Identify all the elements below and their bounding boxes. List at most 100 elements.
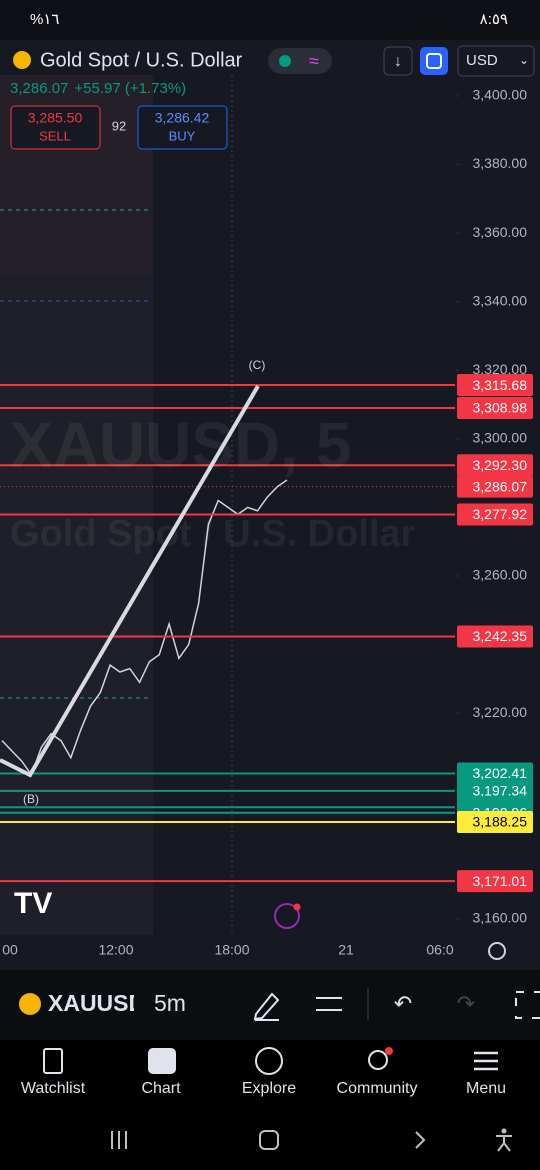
bottom-nav xyxy=(0,1040,540,1120)
price-level-tag xyxy=(457,503,533,526)
undo-button[interactable]: ↶ xyxy=(394,991,412,1016)
y-tick-label: 3,220.00 xyxy=(473,704,528,720)
price-line: 3,286.07 +55.97 (+1.73%) xyxy=(10,80,186,97)
menu-icon xyxy=(474,1051,498,1071)
price-level-label: 3,277.92 xyxy=(473,506,528,522)
watchlist-icon xyxy=(43,1048,63,1074)
currency-select[interactable] xyxy=(457,45,535,77)
download-icon: ↓ xyxy=(394,53,402,70)
accessibility-icon xyxy=(496,1135,512,1152)
price-level-label: 3,197.34 xyxy=(473,783,528,799)
toolbar-symbol-icon xyxy=(19,993,41,1015)
price-level-tag xyxy=(457,374,533,397)
x-tick-label: 18:00 xyxy=(214,942,249,958)
chart: 3,400.00 3,380.00 3,360.00 3,340.00 3,320.00… xyxy=(0,87,533,926)
dropdown-arrow: ⌄ xyxy=(519,53,529,67)
community-icon xyxy=(368,1050,388,1070)
y-tick-label: 3,380.00 xyxy=(473,155,528,171)
y-tick-label: 3,160.00 xyxy=(473,910,528,926)
alert-dot xyxy=(293,903,301,911)
x-tick-label: 21 xyxy=(338,942,354,958)
sell-button[interactable] xyxy=(10,105,101,150)
spread: 92 xyxy=(112,118,126,133)
price-level-label: 3,286.07 xyxy=(473,478,528,494)
x-tick-label: 06:0 xyxy=(426,942,453,958)
data-icon: ≈ xyxy=(309,51,319,71)
settings-icon[interactable] xyxy=(488,942,506,960)
price-level-label: 3,171.01 xyxy=(473,873,528,889)
time-axis xyxy=(0,935,540,970)
system-nav xyxy=(0,1120,540,1170)
nav-label[interactable]: Menu xyxy=(466,1080,506,1097)
price-level-label: 3,188.25 xyxy=(473,814,528,830)
price-level-label: 3,308.98 xyxy=(473,400,528,416)
nav-label[interactable]: Watchlist xyxy=(21,1080,86,1097)
wave-label: (B) xyxy=(23,792,39,806)
price-level-tag xyxy=(457,475,533,498)
nav-label[interactable]: Chart xyxy=(141,1080,181,1097)
y-tick-label: 3,320.00 xyxy=(473,361,528,377)
back-button[interactable] xyxy=(415,1131,426,1149)
buy-button[interactable] xyxy=(137,105,228,150)
watermark-symbol: XAUUSD, 5 xyxy=(10,409,351,481)
market-status[interactable] xyxy=(268,48,332,74)
draw-tool[interactable] xyxy=(253,992,280,1021)
fullscreen-button[interactable] xyxy=(515,991,540,1019)
price-level-tag xyxy=(457,811,533,834)
price-level-tag xyxy=(457,870,533,893)
toolbar-mask xyxy=(134,975,234,1035)
price-level-tag xyxy=(457,625,533,648)
y-tick-label: 3,260.00 xyxy=(473,567,528,583)
recents-button[interactable] xyxy=(111,1131,127,1149)
y-tick-label: 3,360.00 xyxy=(473,224,528,240)
buy-price: 3,286.42 xyxy=(155,110,210,126)
price-change: +55.97 (+1.73%) xyxy=(74,80,186,97)
download-button[interactable] xyxy=(383,46,413,76)
battery: %١٦ xyxy=(30,11,59,28)
session-shade-top xyxy=(0,75,153,275)
symbol-icon xyxy=(13,51,31,69)
toolbar-interval[interactable]: 5m xyxy=(154,990,186,1016)
price-level-tag xyxy=(457,397,533,420)
accessibility-button[interactable] xyxy=(501,1128,507,1134)
price-level-tag xyxy=(457,762,533,785)
explore-icon xyxy=(255,1047,283,1075)
sell-label: SELL xyxy=(39,128,71,143)
price-level-label: 3,292.30 xyxy=(473,457,528,473)
status-bar xyxy=(0,0,540,40)
last-price: 3,286.07 xyxy=(10,80,68,97)
market-open-dot xyxy=(279,55,291,67)
toolbar-symbol[interactable]: XAUUSD xyxy=(48,990,145,1016)
y-tick-label: 3,300.00 xyxy=(473,430,528,446)
nav-items: Watchlist Chart Explore Community Menu xyxy=(21,1080,506,1097)
indicators-tool[interactable] xyxy=(316,997,342,1011)
x-tick-label: 12:00 xyxy=(98,942,133,958)
nav-label[interactable]: Community xyxy=(337,1080,418,1097)
y-tick-label: 3,340.00 xyxy=(473,292,528,308)
community-dot xyxy=(385,1047,393,1055)
x-axis: 00 12:00 18:00 21 06:0 xyxy=(2,942,454,958)
price-level-tag xyxy=(457,454,533,477)
wave-drawing xyxy=(0,384,260,778)
x-tick-label: 00 xyxy=(2,942,18,958)
price-line xyxy=(1,479,288,777)
sync-button[interactable] xyxy=(420,47,448,75)
sell-price: 3,285.50 xyxy=(28,110,83,126)
clock: ٨:٥٩ xyxy=(480,11,508,28)
tv-logo: TV xyxy=(14,887,52,920)
symbol-title[interactable]: Gold Spot / U.S. Dollar xyxy=(40,49,243,71)
sync-icon xyxy=(426,53,442,69)
nav-label[interactable]: Explore xyxy=(242,1080,296,1097)
price-level-label: 3,242.35 xyxy=(473,628,528,644)
toolbar xyxy=(0,970,540,1040)
alert-icon[interactable] xyxy=(274,903,300,929)
redo-button[interactable]: ↷ xyxy=(457,991,475,1016)
wave-label: (C) xyxy=(249,358,266,372)
price-level-label: 3,315.68 xyxy=(473,377,528,393)
buy-label: BUY xyxy=(169,128,196,143)
chart-icon xyxy=(148,1048,176,1074)
currency: USD xyxy=(466,52,498,69)
home-button[interactable] xyxy=(259,1130,279,1150)
